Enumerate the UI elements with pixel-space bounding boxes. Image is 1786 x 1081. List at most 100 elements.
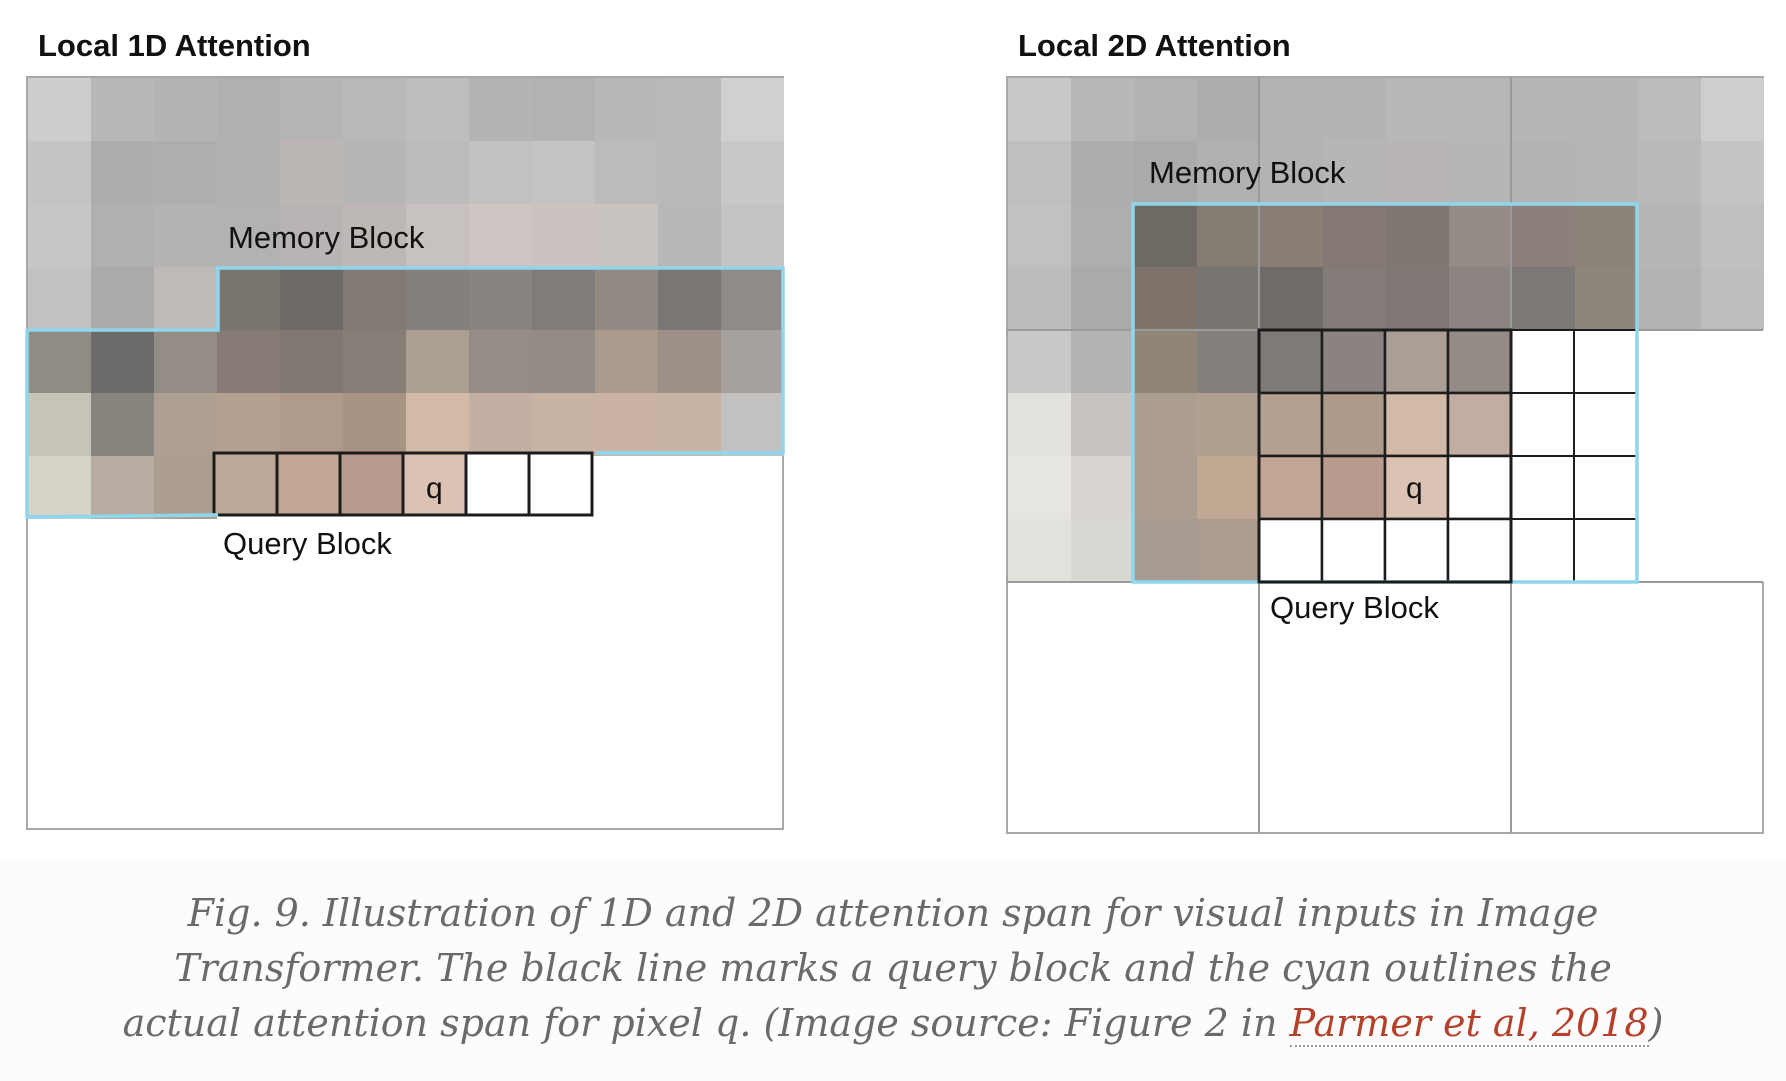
pixel <box>1575 267 1638 330</box>
caption-body: Fig. 9. Illustration of 1D and 2D attent… <box>122 891 1612 1045</box>
pixel <box>1134 330 1197 393</box>
pixel <box>532 204 595 267</box>
query-cell <box>212 451 279 517</box>
grid-cell <box>1257 328 1324 395</box>
pixel <box>1071 393 1134 456</box>
figure-caption: Fig. 9. Illustration of 1D and 2D attent… <box>0 860 1786 1081</box>
pixel <box>1575 204 1638 267</box>
pixel <box>280 78 343 141</box>
panel-2d-title: Local 2D Attention <box>1018 28 1291 63</box>
pixel <box>154 267 217 330</box>
grid-cell <box>1510 392 1575 457</box>
pixel <box>595 330 658 393</box>
pixel <box>1197 204 1260 267</box>
pixel <box>1449 78 1512 141</box>
pixel <box>1638 393 1701 456</box>
pixel <box>1512 78 1575 141</box>
pixel <box>91 78 154 141</box>
pixel <box>1701 204 1764 267</box>
pixel <box>91 330 154 393</box>
pixel <box>1701 393 1764 456</box>
pixel <box>532 141 595 204</box>
pixel <box>1008 204 1071 267</box>
pixel <box>1638 519 1701 582</box>
pixel <box>1323 78 1386 141</box>
pixel <box>1449 204 1512 267</box>
caption-source-link[interactable]: Parmer et al, 2018 <box>1289 1001 1649 1047</box>
pixel <box>469 393 532 456</box>
pixel <box>280 393 343 456</box>
pixel <box>28 330 91 393</box>
pixel <box>532 393 595 456</box>
pixel <box>1638 456 1701 519</box>
panel-2d-query-cells <box>1257 328 1638 584</box>
panel-2d-memory-label: Memory Block <box>1149 155 1346 190</box>
pixel <box>658 141 721 204</box>
pixel <box>28 456 91 519</box>
pixel <box>406 393 469 456</box>
pixel <box>1386 267 1449 330</box>
pixel <box>721 330 784 393</box>
pixel <box>28 78 91 141</box>
grid-cell <box>1573 329 1638 394</box>
caption-text: Fig. 9. Illustration of 1D and 2D attent… <box>120 886 1666 1051</box>
pixel <box>469 267 532 330</box>
pixel <box>1260 78 1323 141</box>
pixel <box>91 456 154 519</box>
pixel <box>406 330 469 393</box>
pixel <box>595 204 658 267</box>
pixel <box>1701 267 1764 330</box>
pixel <box>280 330 343 393</box>
pixel <box>28 204 91 267</box>
pixel <box>343 393 406 456</box>
panel-1d-query-pixel: q <box>426 472 443 505</box>
pixel <box>1512 141 1575 204</box>
pixel <box>658 78 721 141</box>
pixel <box>469 330 532 393</box>
pixel <box>1071 267 1134 330</box>
pixel <box>1071 78 1134 141</box>
query-cell <box>338 451 405 517</box>
pixel <box>343 204 406 267</box>
pixel <box>1638 330 1701 393</box>
grid-cell <box>1320 328 1387 395</box>
pixel <box>1638 204 1701 267</box>
pixel <box>1197 78 1260 141</box>
grid-cell <box>1573 455 1638 520</box>
grid-cell <box>1320 517 1387 584</box>
grid-cell <box>1257 391 1324 458</box>
pixel <box>406 204 469 267</box>
grid-cell <box>1446 454 1513 521</box>
pixel <box>1197 267 1260 330</box>
pixel <box>406 267 469 330</box>
pixel <box>1260 204 1323 267</box>
pixel <box>217 330 280 393</box>
pixel <box>1638 78 1701 141</box>
pixel <box>469 204 532 267</box>
pixel <box>1323 204 1386 267</box>
panel-2d-query-outline <box>1257 328 1513 584</box>
pixel <box>1008 267 1071 330</box>
pixel <box>154 456 217 519</box>
pixel <box>1701 78 1764 141</box>
grid-cell <box>1510 329 1575 394</box>
pixel <box>1134 78 1197 141</box>
panel-1d-memory-label: Memory Block <box>228 220 425 255</box>
pixel <box>91 267 154 330</box>
pixel <box>154 204 217 267</box>
pixel <box>1134 141 1197 204</box>
query-cell <box>275 451 342 517</box>
pixel <box>1134 393 1197 456</box>
pixel <box>1134 456 1197 519</box>
pixel <box>1197 330 1260 393</box>
pixel <box>1386 141 1449 204</box>
pixel <box>280 267 343 330</box>
pixel <box>1701 141 1764 204</box>
pixel <box>658 204 721 267</box>
pixel <box>28 141 91 204</box>
pixel <box>91 141 154 204</box>
pixel <box>1386 204 1449 267</box>
pixel <box>532 267 595 330</box>
pixel <box>595 393 658 456</box>
